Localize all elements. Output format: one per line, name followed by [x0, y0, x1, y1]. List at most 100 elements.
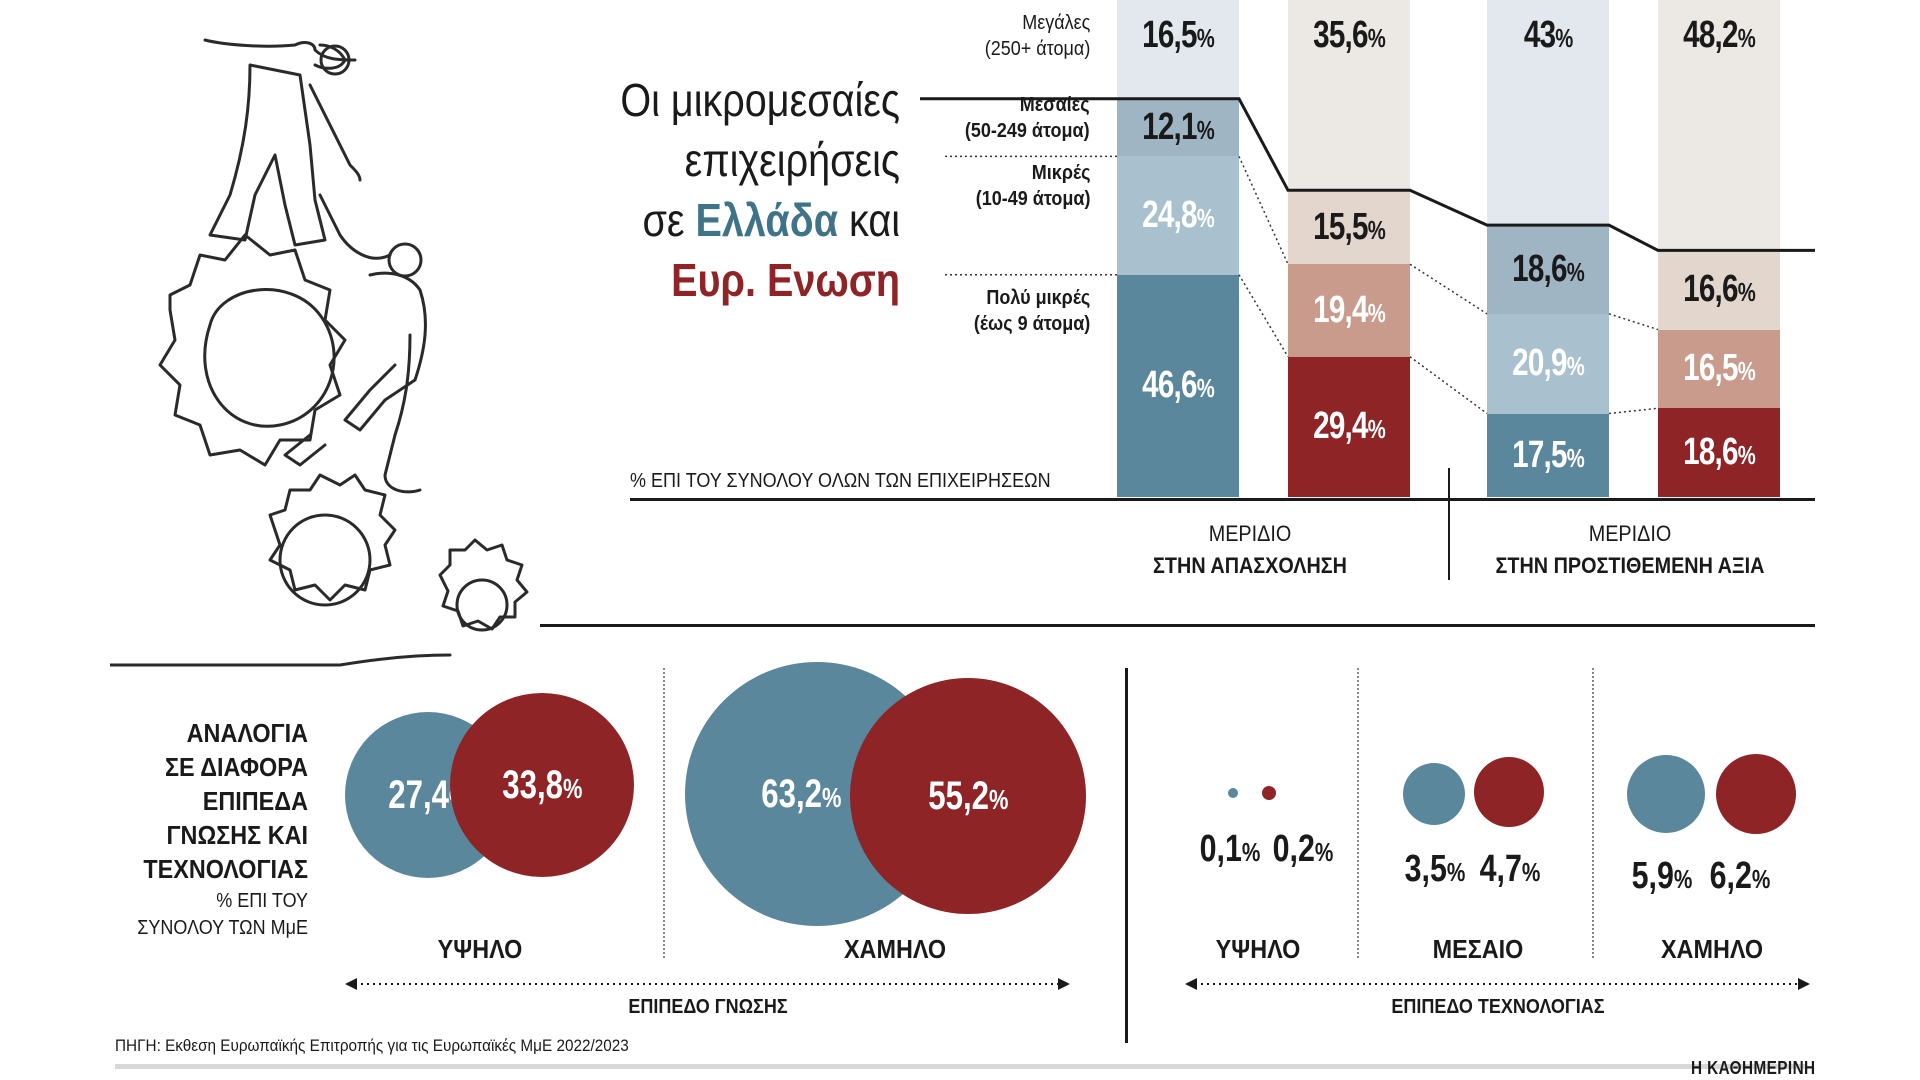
pct-sign: % — [1737, 356, 1756, 387]
pct-sign: % — [562, 772, 583, 804]
pct-sign: % — [1566, 256, 1585, 287]
level-tech-low: ΧΑΜΗΛΟ — [1660, 934, 1764, 964]
knowledge-axis-arrow — [345, 978, 1070, 990]
bubble-sub-l2: ΣΥΝΟΛΟΥ ΤΩΝ ΜμΕ — [137, 917, 308, 939]
value-tech-low-eu-num: 6,2 — [1709, 855, 1752, 897]
stacked-bar-chart: 46,6% 24,8% 12,1% 16,5% 29,4% 19,4% 15,5% 35,6%… — [1117, 0, 1780, 497]
bar-segment-micro-1: 46,6% — [1117, 274, 1239, 497]
category-label-small: Μικρές (10-49 άτομα) — [975, 160, 1090, 212]
bubble-heading-l1: ΑΝΑΛΟΓΙΑ — [186, 718, 308, 748]
bar-label-large-2: 35,6% — [1313, 14, 1386, 56]
group-label-value-added: ΜΕΡΙΔΙΟ ΣΤΗΝ ΠΡΟΣΤΙΘΕΜΕΝΗ ΑΞΙΑ — [1468, 518, 1792, 582]
chart-title: Οι μικρομεσαίες επιχειρήσεις σε Ελλάδα κ… — [539, 70, 900, 310]
pct-sign: % — [1566, 442, 1585, 473]
bar-label-micro-2: 29,4% — [1313, 405, 1386, 448]
category-name-small: Μικρές — [1031, 162, 1090, 184]
title-line-1: Οι μικρομεσαίες — [620, 74, 900, 126]
bubble-heading-l5: ΤΕΧΝΟΛΟΓΙΑΣ — [143, 854, 308, 884]
axis-note: % ΕΠΙ ΤΟΥ ΣΥΝΟΛΟΥ ΟΛΩΝ ΤΩΝ ΕΠΙΧΕΙΡΗΣΕΩΝ — [630, 470, 1051, 492]
category-name-micro: Πολύ μικρές — [986, 287, 1090, 309]
value-knowledge-high-eu: 33,8 — [501, 762, 563, 807]
bar-label-medium-2: 15,5% — [1313, 205, 1386, 248]
bubble-tech-high-greece — [1228, 788, 1238, 798]
category-label-large: Μεγάλες (250+ άτομα) — [984, 10, 1090, 62]
pct-sign: % — [1196, 373, 1215, 404]
value-tech-high-eu: 0,2% — [1263, 828, 1343, 871]
bar-label-micro-3: 17,5% — [1512, 433, 1585, 476]
value-knowledge-low-greece: 63,2 — [760, 771, 822, 816]
group-label-employment: ΜΕΡΙΔΙΟ ΣΤΗΝ ΑΠΑΣΧΟΛΗΣΗ — [1102, 518, 1399, 582]
category-sub-small: (10-49 άτομα) — [975, 188, 1090, 210]
category-name-large: Μεγάλες — [1021, 12, 1090, 34]
pct-sign: % — [1367, 23, 1386, 53]
bar-segment-small-2: 19,4% — [1288, 264, 1410, 357]
bubble-tech-low-eu — [1716, 754, 1796, 834]
value-knowledge-low-eu: 55,2 — [927, 773, 989, 818]
category-label-micro: Πολύ μικρές (έως 9 άτομα) — [974, 285, 1090, 337]
pct-sign: % — [1555, 23, 1573, 53]
bar-label-small-3: 20,9% — [1512, 342, 1585, 385]
bubble-knowledge-low-eu: 55,2% — [850, 678, 1086, 914]
bar-segment-medium-4: 16,6% — [1658, 250, 1780, 330]
level-tech-medium: ΜΕΣΑΙΟ — [1432, 934, 1524, 964]
footer-rule — [115, 1064, 1805, 1069]
bar-segment-micro-4: 18,6% — [1658, 408, 1780, 497]
bubble-knowledge-high-eu: 33,8% — [450, 693, 634, 877]
pct-sign: % — [1737, 23, 1756, 53]
pct-sign: % — [1737, 440, 1756, 471]
pct-sign: % — [1196, 115, 1215, 146]
pct-sign: % — [1196, 203, 1215, 234]
pct-sign: % — [821, 781, 842, 813]
tech-divider-1 — [1357, 668, 1359, 958]
bubble-heading: ΑΝΑΛΟΓΙΑ ΣΕ ΔΙΑΦΟΡΑ ΕΠΙΠΕΔΑ ΓΝΩΣΗΣ ΚΑΙ Τ… — [74, 716, 308, 886]
bubble-tech-high-eu — [1262, 786, 1276, 800]
bubble-heading-l2: ΣΕ ΔΙΑΦΟΡΑ — [164, 752, 308, 782]
bar-label-large-4: 48,2% — [1683, 14, 1756, 56]
small-boundary-connector — [945, 155, 1659, 331]
bar-label-medium-4: 16,6% — [1683, 268, 1756, 311]
bar-segment-medium-2: 15,5% — [1288, 190, 1410, 265]
brand-logo-text: Η ΚΑΘΗΜΕΡΙΝΗ — [1691, 1058, 1816, 1078]
bar-segment-small-3: 20,9% — [1487, 313, 1609, 414]
bottom-section-divider — [1125, 668, 1128, 1043]
bubble-tech-medium-eu — [1474, 757, 1544, 827]
pct-sign: % — [1367, 297, 1386, 328]
pct-sign: % — [1241, 837, 1261, 867]
value-tech-low-greece-num: 5,9 — [1631, 855, 1674, 897]
pct-sign: % — [1446, 857, 1466, 887]
pct-sign: % — [1314, 837, 1334, 867]
baseline — [630, 498, 1815, 501]
title-line-3: σε Ελλάδα και — [539, 190, 900, 250]
bar-label-medium-3: 18,6% — [1512, 247, 1585, 290]
bar-label-small-2: 19,4% — [1313, 288, 1386, 331]
bar-segment-medium-1: 12,1% — [1117, 98, 1239, 157]
pct-sign: % — [1196, 23, 1215, 53]
group-employment-line2: ΣΤΗΝ ΑΠΑΣΧΟΛΗΣΗ — [1153, 553, 1347, 578]
source-note: ΠΗΓΗ: Εκθεση Ευρωπαϊκής Επιτροπής για τι… — [115, 1036, 629, 1055]
pct-sign: % — [988, 783, 1009, 815]
bubble-tech-low-greece — [1627, 755, 1705, 833]
pct-sign: % — [1566, 351, 1585, 382]
axis-technology-label: ΕΠΙΠΕΔΟ ΤΕΧΝΟΛΟΓΙΑΣ — [1391, 996, 1605, 1018]
bar-connector-lines — [920, 97, 1815, 415]
value-knowledge-high-greece: 27,4 — [387, 772, 449, 817]
value-tech-high-eu-num: 0,2 — [1272, 828, 1315, 870]
group-value-line1: ΜΕΡΙΔΙΟ — [1588, 521, 1672, 546]
category-sub-micro: (έως 9 άτομα) — [973, 313, 1090, 335]
pct-sign: % — [1367, 414, 1386, 445]
knowledge-divider — [663, 668, 665, 958]
micro-boundary-connector — [945, 273, 1659, 415]
bar-label-large-1: 16,5% — [1142, 14, 1215, 56]
pct-sign: % — [1737, 277, 1756, 308]
bar-label-small-1: 24,8% — [1142, 194, 1215, 237]
group-separator — [1448, 468, 1450, 580]
tech-divider-2 — [1592, 668, 1594, 958]
level-tech-high: ΥΨΗΛΟ — [1215, 934, 1301, 964]
pct-sign: % — [1751, 864, 1771, 894]
bubble-heading-l3: ΕΠΙΠΕΔΑ — [202, 786, 308, 816]
value-tech-low-eu: 6,2% — [1700, 855, 1780, 898]
bubble-subtitle: % ΕΠΙ ΤΟΥ ΣΥΝΟΛΟΥ ΤΩΝ ΜμΕ — [74, 888, 308, 942]
bar-segment-small-4: 16,5% — [1658, 329, 1780, 409]
value-tech-low-greece: 5,9% — [1622, 855, 1702, 898]
axis-knowledge-label: ΕΠΙΠΕΔΟ ΓΝΩΣΗΣ — [628, 996, 788, 1018]
